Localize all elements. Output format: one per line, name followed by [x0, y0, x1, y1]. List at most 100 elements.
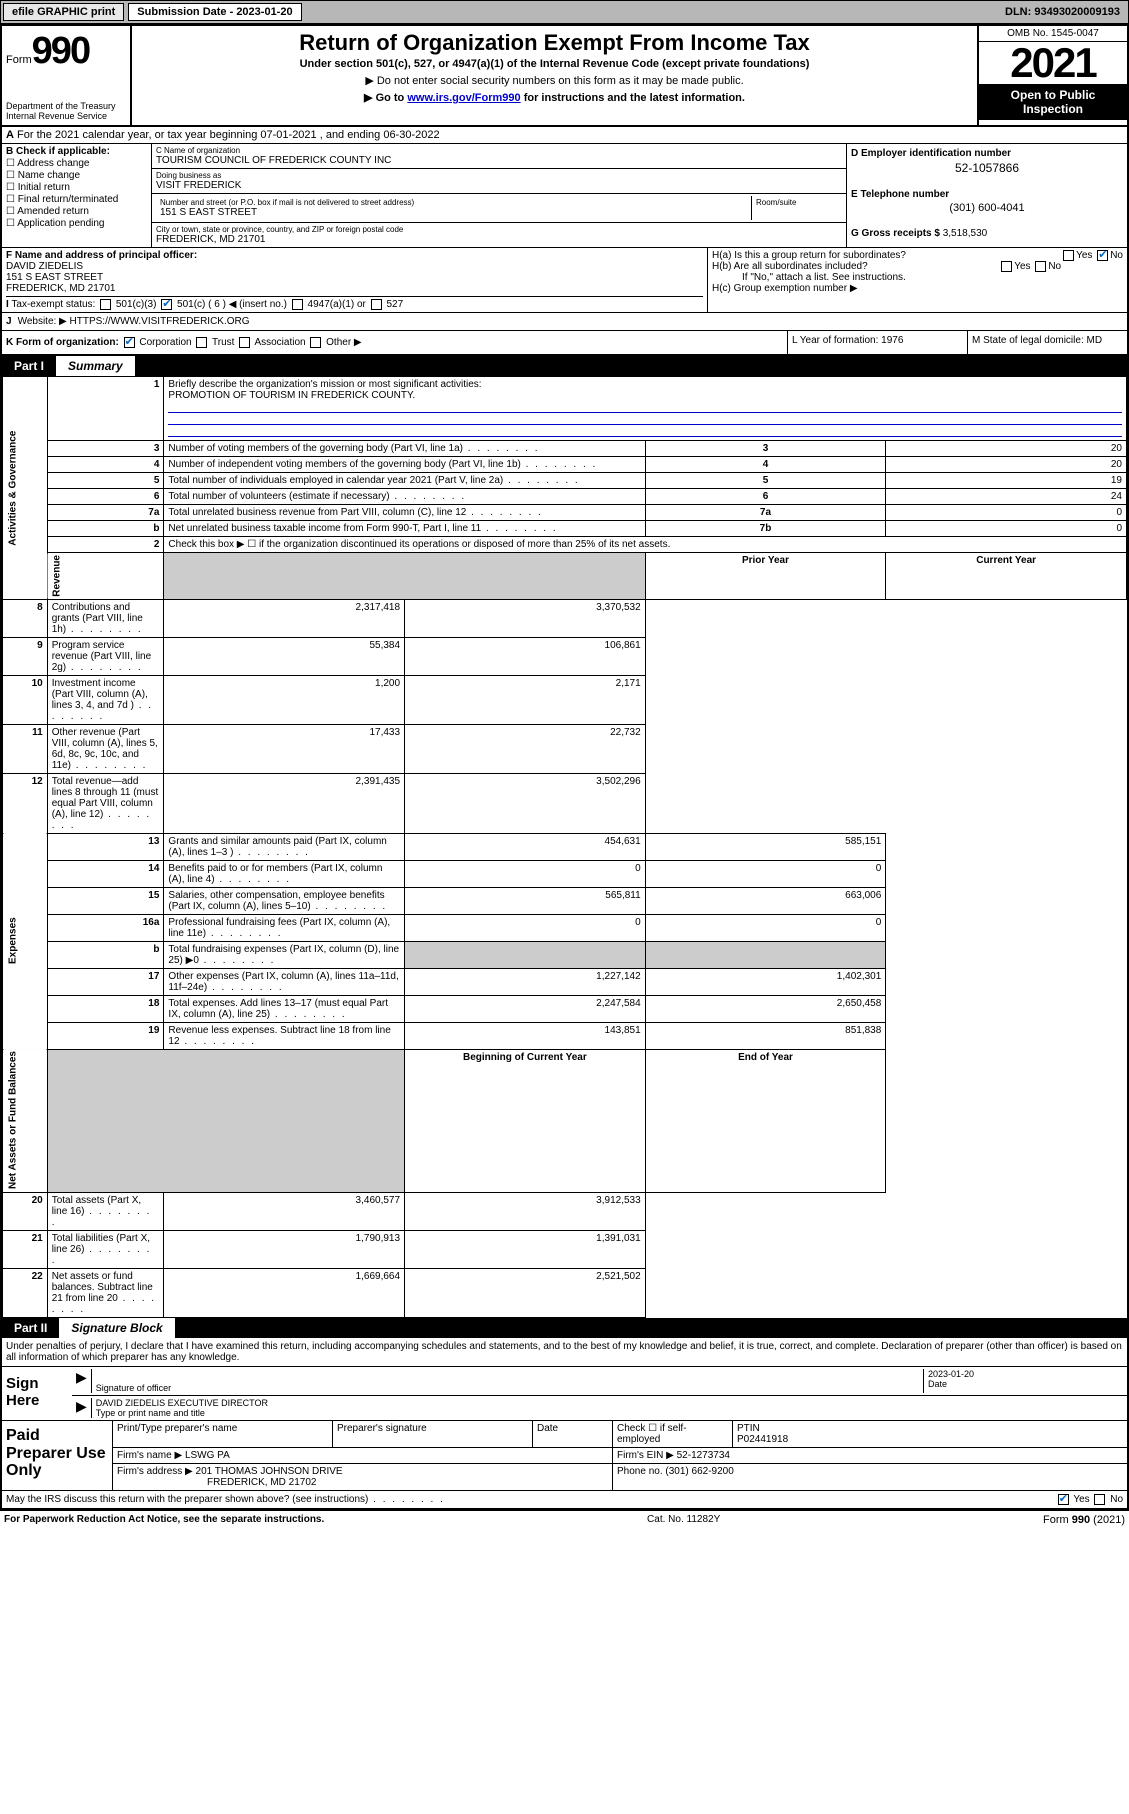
row-h: H(a) Is this a group return for subordin…: [707, 248, 1127, 312]
city-label: City or town, state or province, country…: [156, 225, 842, 234]
ck-4947[interactable]: [292, 299, 303, 310]
k-label: K Form of organization:: [6, 337, 119, 348]
section-bcde: B Check if applicable: ☐ Address change …: [2, 144, 1127, 248]
part-i-title: Summary: [56, 356, 135, 376]
row-f: F Name and address of principal officer:…: [2, 248, 707, 312]
ck-501c[interactable]: [161, 299, 172, 310]
sig-arrow-icon: ▶: [76, 1369, 87, 1393]
dba-label: Doing business as: [156, 171, 842, 180]
hb-label: H(b) Are all subordinates included?: [712, 261, 868, 272]
tax-year: 2021: [979, 42, 1127, 84]
row-j: J Website: ▶ HTTPS://WWW.VISITFREDERICK.…: [2, 313, 1127, 331]
lbl-501c3: 501(c)(3): [116, 299, 157, 310]
form-ref: Form 990 (2021): [1043, 1514, 1125, 1526]
part-i-num: Part I: [2, 356, 56, 376]
hdr-beginning: Beginning of Current Year: [405, 1049, 646, 1192]
dba-value: VISIT FREDERICK: [156, 180, 241, 191]
phone-value: (301) 600-4041: [851, 202, 1123, 214]
part-i-header: Part I Summary: [2, 356, 1127, 376]
ck-corp[interactable]: [124, 337, 135, 348]
ck-other[interactable]: [310, 337, 321, 348]
row-m: M State of legal domicile: MD: [967, 331, 1127, 354]
line-a: A For the 2021 calendar year, or tax yea…: [2, 127, 1127, 144]
preparer-label: Paid Preparer Use Only: [2, 1421, 112, 1490]
efile-print-button[interactable]: efile GRAPHIC print: [3, 3, 124, 21]
col-d: D Employer identification number 52-1057…: [847, 144, 1127, 247]
prep-sig-label: Preparer's signature: [332, 1421, 532, 1447]
sign-here-label: Sign Here: [2, 1367, 72, 1420]
officer-name: DAVID ZIEDELIS: [6, 261, 83, 272]
ck-527[interactable]: [371, 299, 382, 310]
ha-yes[interactable]: [1063, 250, 1074, 261]
self-employed-check[interactable]: Check ☐ if self-employed: [612, 1421, 732, 1447]
ck-name-change[interactable]: ☐ Name change: [6, 170, 147, 181]
summary-table: Activities & Governance 1 Briefly descri…: [2, 376, 1127, 1318]
form-word: Form: [6, 54, 32, 66]
pra-notice: For Paperwork Reduction Act Notice, see …: [4, 1514, 324, 1526]
ein-label: D Employer identification number: [851, 148, 1011, 159]
col-b-header: B Check if applicable:: [6, 146, 110, 157]
side-expenses: Expenses: [3, 833, 48, 1049]
street-value: 151 S EAST STREET: [160, 207, 257, 218]
form-subtitle: Under section 501(c), 527, or 4947(a)(1)…: [138, 58, 971, 70]
part-ii-title: Signature Block: [59, 1318, 174, 1338]
side-revenue: Revenue: [47, 553, 164, 600]
irs-link[interactable]: www.irs.gov/Form990: [407, 92, 520, 104]
ck-final-return[interactable]: ☐ Final return/terminated: [6, 194, 147, 205]
row-l: L Year of formation: 1976: [787, 331, 967, 354]
ck-assoc[interactable]: [239, 337, 250, 348]
officer-addr1: 151 S EAST STREET: [6, 272, 103, 283]
prep-name-label: Print/Type preparer's name: [112, 1421, 332, 1447]
lbl-corp: Corporation: [139, 337, 191, 348]
hb-yes[interactable]: [1001, 261, 1012, 272]
goto-note: ▶ Go to www.irs.gov/Form990 for instruct…: [138, 91, 971, 104]
line-a-text: For the 2021 calendar year, or tax year …: [17, 129, 440, 141]
goto-pre: ▶ Go to: [364, 92, 407, 104]
hb-no[interactable]: [1035, 261, 1046, 272]
org-name-label: C Name of organization: [156, 146, 842, 155]
dept-treasury: Department of the Treasury Internal Reve…: [6, 101, 126, 121]
ck-501c3[interactable]: [100, 299, 111, 310]
net-spacer: [47, 1049, 404, 1192]
ssn-note: ▶ Do not enter social security numbers o…: [138, 74, 971, 87]
street-label: Number and street (or P.O. box if mail i…: [160, 198, 747, 207]
firm-ein: 52-1273734: [677, 1450, 730, 1461]
discuss-row: May the IRS discuss this return with the…: [2, 1490, 1127, 1508]
paid-preparer: Paid Preparer Use Only Print/Type prepar…: [2, 1420, 1127, 1490]
dln-label: DLN: 93493020009193: [1005, 6, 1126, 18]
ha-no[interactable]: [1097, 250, 1108, 261]
row-f-h: F Name and address of principal officer:…: [2, 248, 1127, 313]
line-2: Check this box ▶ ☐ if the organization d…: [164, 537, 1127, 553]
ck-app-pending[interactable]: ☐ Application pending: [6, 218, 147, 229]
row-klm: K Form of organization: Corporation Trus…: [2, 331, 1127, 356]
col-b: B Check if applicable: ☐ Address change …: [2, 144, 152, 247]
discuss-yes[interactable]: [1058, 1494, 1069, 1505]
signature-declaration: Under penalties of perjury, I declare th…: [2, 1338, 1127, 1367]
rev-spacer: [164, 553, 645, 600]
lbl-other: Other ▶: [326, 337, 361, 348]
firm-addr-label: Firm's address ▶: [117, 1466, 193, 1477]
ha-label: H(a) Is this a group return for subordin…: [712, 250, 906, 261]
ck-trust[interactable]: [196, 337, 207, 348]
ck-address-change[interactable]: ☐ Address change: [6, 158, 147, 169]
org-name: TOURISM COUNCIL OF FREDERICK COUNTY INC: [156, 155, 391, 166]
line-1: Briefly describe the organization's miss…: [164, 377, 1127, 441]
discuss-no[interactable]: [1094, 1494, 1105, 1505]
lbl-trust: Trust: [212, 337, 234, 348]
ck-initial-return[interactable]: ☐ Initial return: [6, 182, 147, 193]
j-label: J: [6, 316, 12, 327]
officer-label: F Name and address of principal officer:: [6, 250, 197, 261]
hdr-end: End of Year: [645, 1049, 886, 1192]
lbl-4947: 4947(a)(1) or: [308, 299, 366, 310]
officer-name-title: DAVID ZIEDELIS EXECUTIVE DIRECTOR: [96, 1398, 1123, 1408]
part-ii-header: Part II Signature Block: [2, 1318, 1127, 1338]
ck-amended-return[interactable]: ☐ Amended return: [6, 206, 147, 217]
hc-label: H(c) Group exemption number ▶: [712, 283, 1123, 294]
form-990-container: Form990 Department of the Treasury Inter…: [0, 24, 1129, 1510]
hdr-prior-year: Prior Year: [645, 553, 886, 600]
firm-addr2: FREDERICK, MD 21702: [207, 1477, 316, 1488]
firm-ein-label: Firm's EIN ▶: [617, 1450, 674, 1461]
hdr-current-year: Current Year: [886, 553, 1127, 600]
cat-no: Cat. No. 11282Y: [647, 1514, 720, 1526]
lbl-501c: 501(c) ( 6 ) ◀ (insert no.): [177, 299, 287, 310]
